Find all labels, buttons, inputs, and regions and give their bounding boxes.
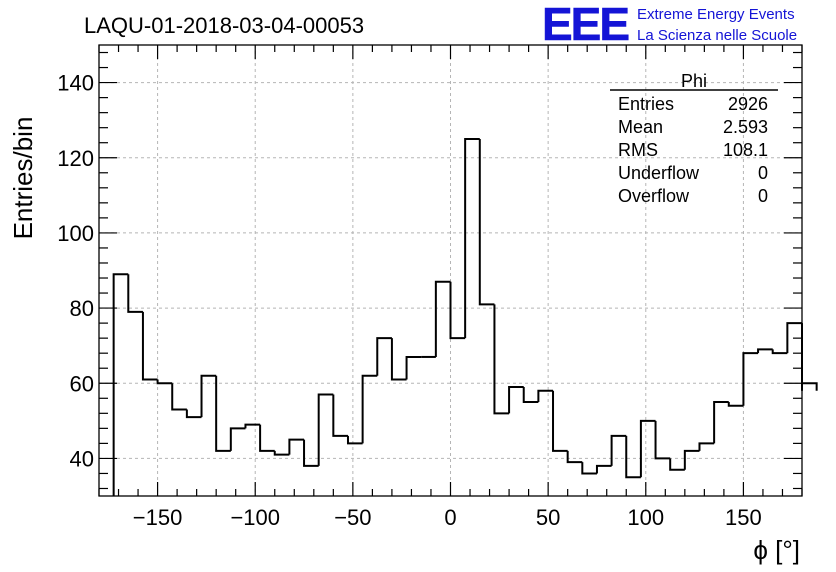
histogram-bin [332,394,348,437]
histogram-bin [229,427,246,451]
histogram-bin [698,442,715,451]
y-tick-label: 140 [57,71,94,96]
histogram-bin [581,462,597,475]
histogram-bin [346,435,363,445]
x-tick-label: −50 [334,505,371,530]
histogram-bin [200,374,217,418]
y-axis-title: Entries/bin [8,117,38,240]
axis-ticks [98,45,803,496]
histogram-bin [288,438,305,455]
stats-name: Phi [681,71,707,91]
x-tick-label: 100 [627,505,664,530]
histogram-bin [215,375,231,452]
histogram-bin [171,383,187,411]
histogram-bin [156,379,173,385]
histogram-bin [771,349,788,355]
histogram-bin [112,273,129,496]
histogram-bin [390,338,407,381]
stats-value-rms: 108.1 [723,140,768,160]
histogram-bin [493,304,510,415]
histogram-bars [112,137,818,496]
x-tick-label: 50 [536,505,560,530]
histogram-bin [742,352,759,406]
logo-line-1: Extreme Energy Events [637,6,795,23]
x-tick-label: −100 [230,505,280,530]
histogram-bin [376,337,392,376]
histogram-bin [259,424,275,452]
y-tick-label: 120 [57,146,94,171]
stats-label-mean: Mean [618,117,663,137]
histogram-bin [508,386,524,414]
x-tick-labels: −150 −100 −50 0 50 100 150 [133,505,762,530]
stats-value-mean: 2.593 [723,117,768,137]
histogram-bin [552,390,568,452]
x-axis-title: ϕ [°] [753,535,800,565]
histogram-bin [317,393,334,466]
histogram-bin [654,420,671,460]
histogram-bin [522,387,539,404]
histogram-bin [478,138,495,306]
histogram-bin [434,280,451,357]
histogram-bin [405,355,422,380]
histogram-bin [141,311,158,381]
y-tick-label: 80 [70,296,94,321]
histogram-bin [464,137,480,339]
histogram-bin [595,464,612,474]
histogram-bin [802,382,818,391]
histogram-bin [713,401,729,444]
histogram-bin [244,423,261,429]
histogram-bin [625,435,641,479]
stats-value-overflow: 0 [758,186,768,206]
histogram-bin [639,419,656,478]
stats-label-rms: RMS [618,140,658,160]
histogram-bin [727,402,744,407]
run-title: LAQU-01-2018-03-04-00053 [84,13,364,38]
y-tick-labels: 40 60 80 100 120 140 [57,71,94,472]
stats-label-underflow: Underflow [618,163,700,183]
y-tick-label: 40 [70,446,94,471]
y-tick-label: 60 [70,371,94,396]
histogram-bin [361,374,378,444]
stats-label-overflow: Overflow [618,186,690,206]
logo-line-2: La Scienza nelle Scuole [637,27,797,44]
histogram-bin [303,439,319,467]
grid [99,45,802,496]
y-tick-label: 100 [57,221,94,246]
stats-label-entries: Entries [618,94,674,114]
histogram-bin [566,450,583,464]
histogram-bin [669,458,685,471]
x-tick-label: 0 [444,505,456,530]
histogram-bin [610,434,627,466]
x-tick-label: 150 [725,505,762,530]
histogram-bin [537,389,554,403]
histogram-bin [127,274,143,313]
eee-logo: EEE [542,0,628,50]
x-tick-label: −150 [133,505,183,530]
stats-value-entries: 2926 [728,94,768,114]
histogram-bin [757,348,773,354]
stats-value-underflow: 0 [758,163,768,183]
histogram-bin [449,281,466,340]
histogram-bin [273,450,290,456]
histogram-bin [683,449,700,470]
stats-box: Phi Entries 2926 Mean 2.593 RMS 108.1 Un… [610,71,778,206]
histogram-bin [185,409,202,419]
